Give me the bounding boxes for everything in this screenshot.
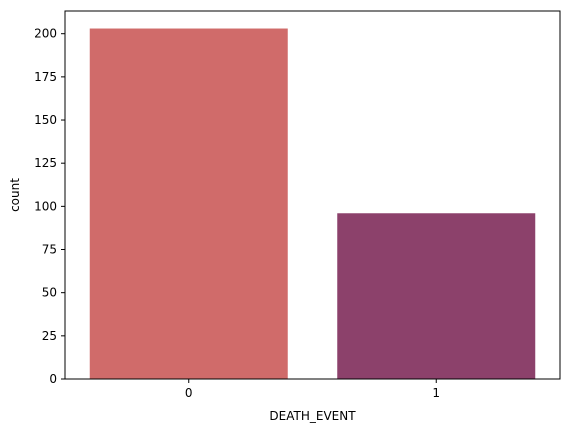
y-tick-label: 175: [34, 70, 57, 84]
plot-frame: [64, 10, 561, 380]
y-tick-label: 100: [34, 199, 57, 213]
x-tick-label: 0: [185, 386, 193, 400]
bar-0: [89, 28, 288, 380]
x-tick-label: 1: [432, 386, 440, 400]
y-tick-label: 0: [49, 372, 57, 386]
y-tick-label: 50: [42, 286, 57, 300]
y-tick-label: 25: [42, 329, 57, 343]
y-tick-label: 125: [34, 156, 57, 170]
y-tick-label: 200: [34, 27, 57, 41]
y-tick-label: 150: [34, 113, 57, 127]
ticks-layer: 0 1 0 25 50 75 100 125 150 175 200: [34, 27, 440, 400]
x-axis-label: DEATH_EVENT: [269, 409, 356, 423]
bar-1: [337, 213, 536, 379]
y-axis-label: count: [8, 178, 22, 212]
bars-layer: [89, 28, 536, 380]
y-tick-label: 75: [42, 243, 57, 257]
